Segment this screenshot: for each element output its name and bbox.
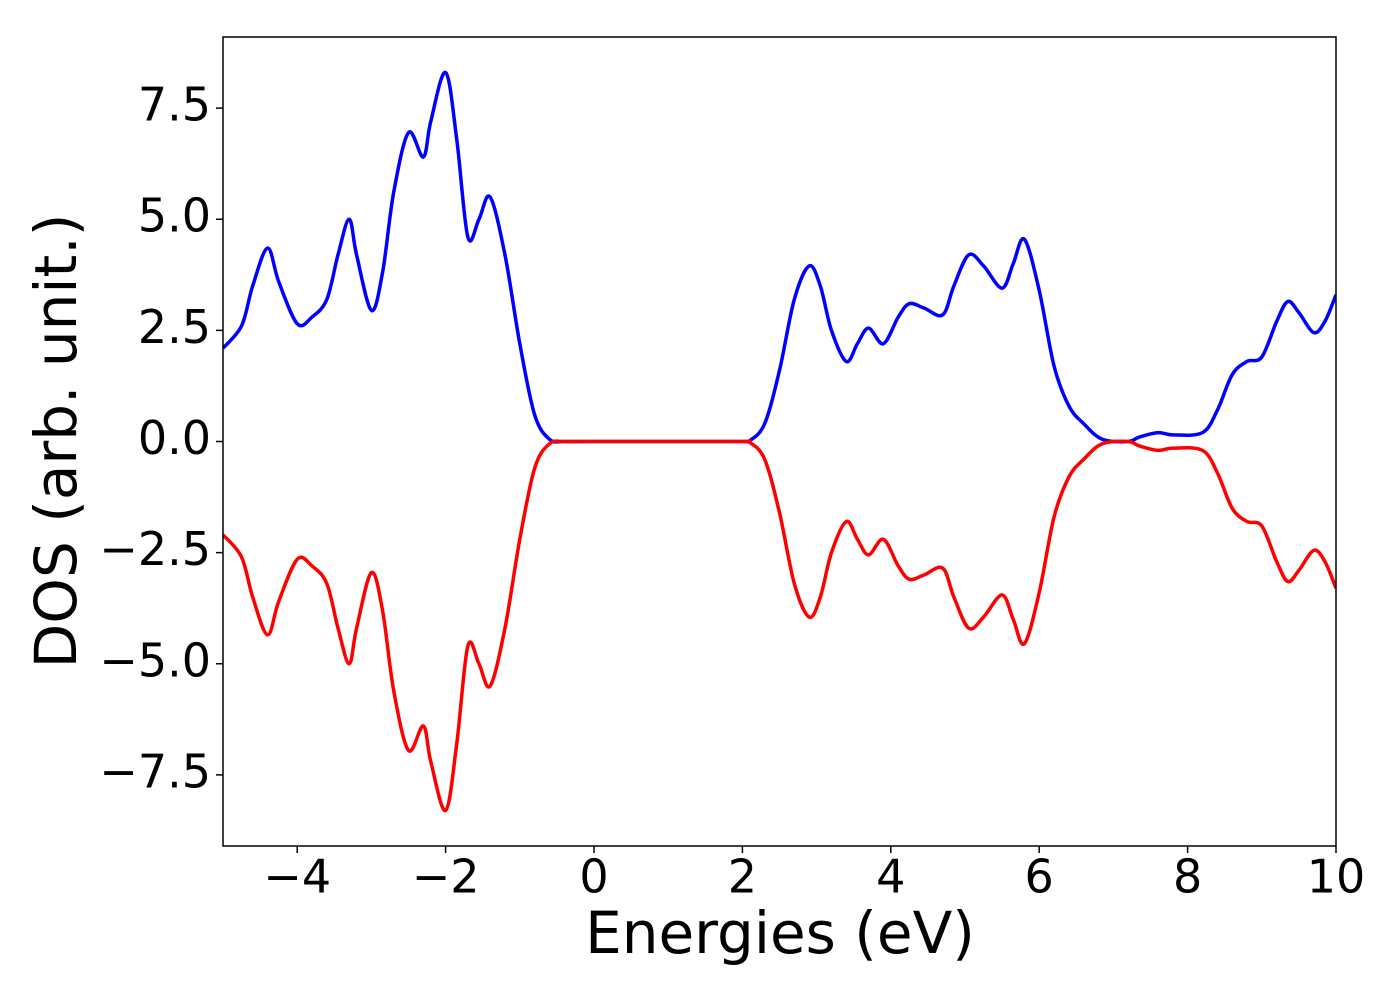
x-tick-label: −2	[412, 850, 480, 904]
x-tick-label: 6	[1025, 850, 1054, 904]
y-tick-label: −7.5	[99, 744, 211, 798]
x-tick-label: 4	[876, 850, 905, 904]
x-tick-label: 8	[1173, 850, 1202, 904]
y-tick-label: −5.0	[99, 633, 211, 687]
line-series	[223, 439, 1336, 813]
x-tick-label: 10	[1307, 850, 1366, 904]
y-tick-label: 7.5	[138, 78, 211, 132]
y-tick-label: −2.5	[99, 522, 211, 576]
x-tick-label: −4	[263, 850, 331, 904]
y-tick-label: 5.0	[138, 189, 211, 243]
x-tick-label: 0	[579, 850, 608, 904]
plot-frame	[222, 36, 1337, 847]
x-axis-label: Energies (eV)	[585, 899, 975, 967]
y-axis-label: DOS (arb. unit.)	[22, 214, 90, 669]
y-tick-label: 2.5	[138, 300, 211, 354]
y-tick-label: 0.0	[138, 411, 211, 465]
x-tick-label: 2	[728, 850, 757, 904]
line-series	[223, 70, 1336, 444]
